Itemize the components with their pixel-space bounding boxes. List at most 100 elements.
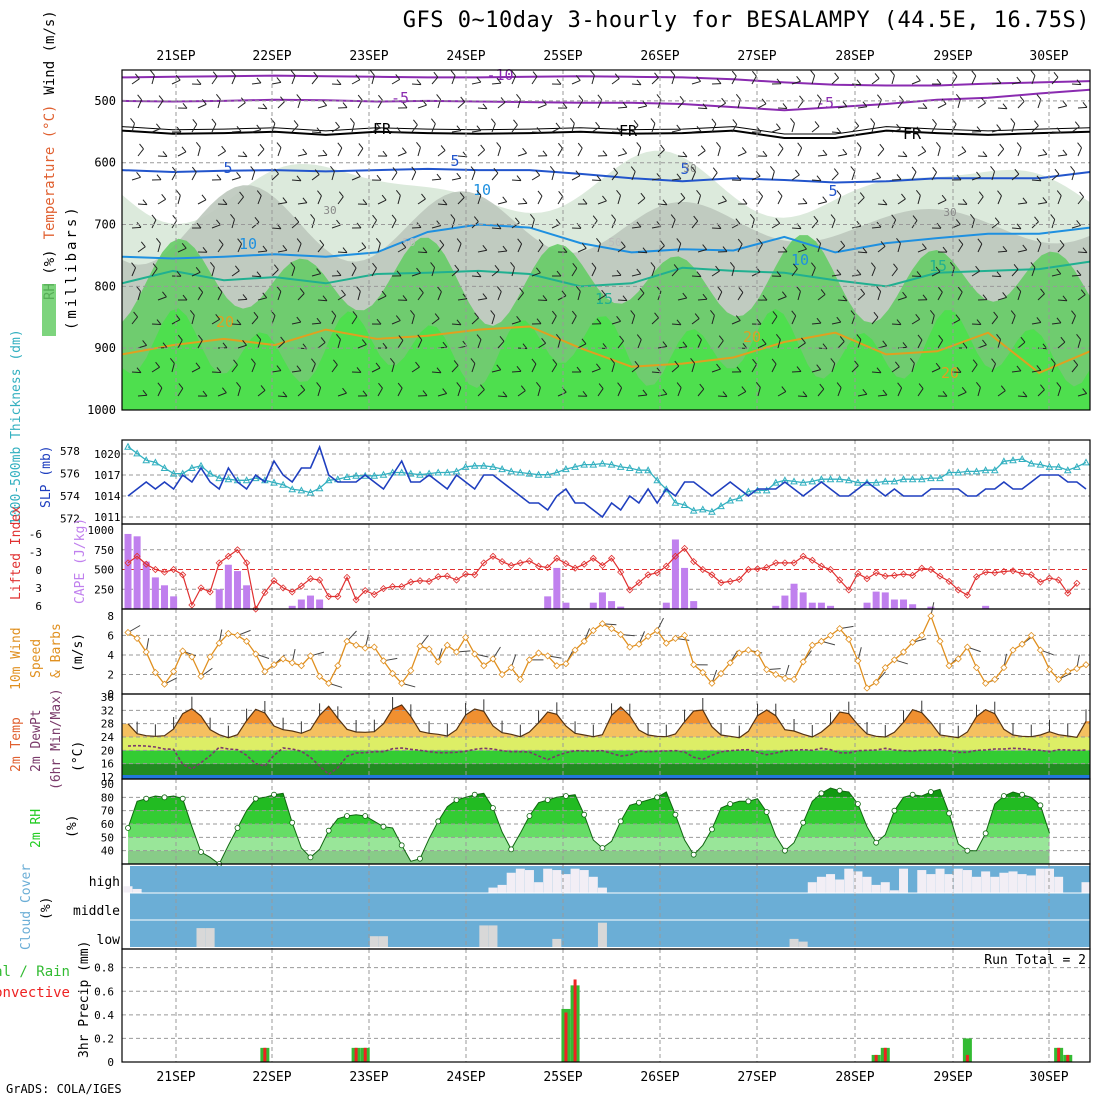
wind-barb — [691, 363, 696, 373]
wind-barb — [457, 155, 468, 158]
wind-barb — [211, 224, 221, 229]
wind-speed-point — [653, 626, 661, 635]
temp-band — [122, 750, 1090, 764]
wind-barb-flag — [201, 99, 207, 105]
cloud-low-bar — [552, 938, 562, 947]
cloud-high-bar — [561, 874, 571, 893]
wind-barb — [1051, 173, 1060, 181]
cape-bar — [890, 599, 898, 609]
wind-barb — [451, 130, 461, 133]
wind-barb — [511, 124, 518, 133]
wind-barb — [1031, 321, 1041, 325]
wind-barb-flag — [1036, 317, 1042, 323]
wind-barb — [177, 388, 184, 397]
thickness-point — [708, 507, 716, 515]
wind-barb-flag — [929, 309, 935, 316]
contour-label: 30 — [323, 204, 336, 217]
wind-barb-flag — [516, 94, 521, 100]
wind-barb — [331, 126, 340, 133]
wind-barb — [397, 195, 401, 205]
wind-barb-flag — [361, 242, 367, 248]
wind-speed-point — [635, 640, 643, 648]
cape-bar — [233, 571, 241, 609]
wind-barb — [491, 123, 496, 133]
wind-barb-flag — [1060, 336, 1066, 343]
wind-barb — [951, 123, 957, 133]
wind-barb — [431, 267, 436, 277]
wind-barb — [177, 151, 187, 157]
lifted-index-point — [799, 552, 807, 560]
lifted-index-point — [398, 583, 406, 591]
wind-barb-flag — [735, 315, 741, 321]
wind-barb-flag — [196, 79, 202, 85]
wind-barb — [831, 274, 841, 277]
wind-barb-flag — [822, 196, 828, 203]
wind-barb — [917, 248, 927, 253]
wind-speed-point — [717, 669, 725, 678]
upper-air-frame — [121, 69, 1091, 411]
wind-barb-flag — [156, 238, 161, 244]
wind-barb-flag — [375, 122, 381, 129]
wind-barb-flag — [697, 334, 702, 340]
slp-tick-label: 1017 — [94, 469, 121, 482]
wind-barb-flag — [416, 142, 421, 148]
thickness-point — [516, 468, 525, 476]
wind-barb — [211, 123, 217, 133]
wind-barb — [391, 219, 397, 229]
wind-barb-flag — [218, 239, 224, 245]
wind-barb — [331, 83, 342, 86]
wind-barb-flag — [316, 382, 321, 388]
wind-barb — [297, 293, 305, 301]
wind-barb — [337, 196, 344, 205]
precip-frame — [121, 948, 1091, 1063]
lifted-index-point — [826, 565, 835, 574]
wind-barb-flag — [977, 238, 983, 245]
thickness-point — [425, 469, 433, 477]
wind-barb — [1031, 369, 1041, 373]
wind-barb-flag — [535, 170, 541, 176]
wind-barb — [1011, 81, 1021, 85]
wind-barb-flag — [396, 270, 402, 277]
wind-barb-flag — [699, 383, 705, 390]
wind-barb-flag — [642, 247, 648, 254]
thickness-point — [215, 474, 224, 482]
wind-barb — [1017, 395, 1028, 398]
lifted-index-point — [553, 554, 561, 562]
wind-barb — [977, 102, 986, 109]
wind-barb — [817, 201, 827, 205]
wind-barb-flag — [912, 215, 918, 221]
wind-barb-flag — [613, 167, 619, 174]
wind-barb-flag — [712, 167, 718, 173]
cloud-high-bar — [123, 886, 133, 893]
thickness-tick-label: 578 — [60, 445, 80, 458]
wind-barb-flag — [434, 313, 440, 319]
wind-barb-flag — [453, 360, 459, 366]
wind-barb-flag — [856, 79, 862, 86]
wind-barb — [357, 344, 367, 349]
lifted-index-point — [699, 565, 707, 574]
wind-barb-flag — [816, 175, 822, 182]
wind-barb-flag — [850, 166, 856, 172]
wind-barb-flag — [696, 271, 702, 277]
wind-barb-flag — [1010, 118, 1016, 124]
wind-barb-flag — [976, 319, 982, 325]
wind-barb — [451, 219, 456, 229]
wind-barb-flag — [476, 125, 482, 131]
wind-speed-point — [434, 658, 442, 666]
wind-barb-flag — [850, 310, 856, 316]
cloud-high-bar — [515, 868, 525, 893]
wind-barb — [1077, 147, 1083, 157]
wind-barb — [957, 151, 967, 157]
wind-barb-flag — [596, 318, 602, 325]
wind-barb-flag — [1016, 76, 1022, 83]
thickness-point — [854, 478, 862, 486]
wind-barb — [377, 99, 383, 109]
cloud-high-bar — [880, 882, 890, 893]
wind-barb — [671, 129, 681, 133]
wind-barb-flag — [952, 71, 958, 77]
wind-barb — [517, 99, 521, 109]
thickness-point — [498, 465, 506, 473]
wind-barb — [457, 387, 462, 397]
wind-barb-flag — [962, 199, 968, 205]
wind-speed-point — [945, 662, 953, 670]
